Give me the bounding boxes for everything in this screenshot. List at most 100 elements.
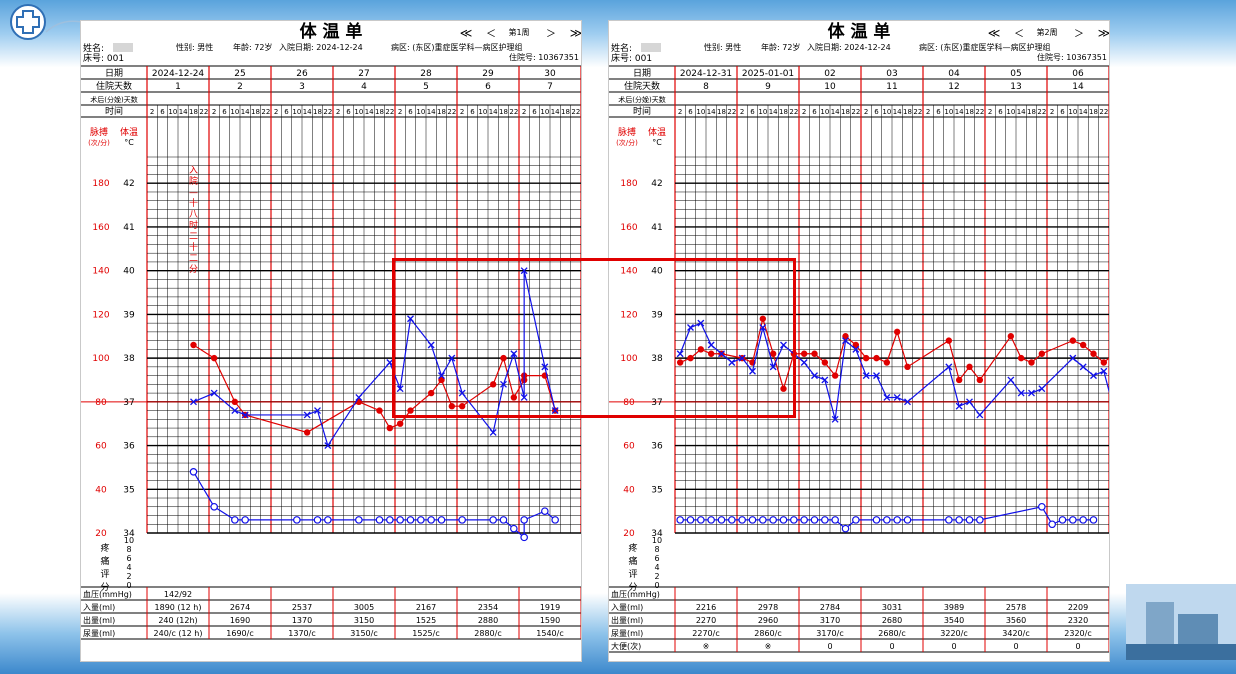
chart-sheet-week2: 体 温 单 ≪ ＜ 第2周 ＞ ≫ 姓名: 床号: 001 性别: 男性 年龄: 72岁 入院日期:…: [608, 20, 1137, 662]
summary-cell: 3420/c: [1002, 629, 1029, 638]
data-point-dot: [396, 420, 404, 427]
nav-first-button[interactable]: ≪: [988, 26, 1001, 40]
summary-cell: 2167: [416, 603, 436, 612]
nav-first-button[interactable]: ≪: [460, 26, 473, 40]
summary-cell: 3150: [354, 616, 374, 625]
data-point-circle: [790, 516, 798, 524]
date-label: 04: [948, 69, 960, 79]
time-tick-label: 6: [936, 108, 941, 116]
pulse-tick-label: 140: [92, 267, 109, 277]
temp-tick-label: 41: [123, 223, 134, 233]
nav-next-button[interactable]: ＞: [546, 29, 556, 40]
data-point-dot: [190, 341, 197, 349]
data-point-x: [541, 363, 549, 371]
row-label-time: 时间: [105, 105, 123, 117]
data-point-x: [842, 337, 849, 345]
data-point-dot: [1079, 341, 1087, 349]
data-point-x: [800, 359, 808, 366]
time-tick-label: 6: [1060, 108, 1065, 116]
data-point-x: [241, 411, 249, 419]
hospital-day-label: 12: [948, 82, 959, 92]
data-point-circle: [872, 516, 881, 524]
time-tick-label: 2: [150, 108, 154, 116]
pain-score-label-char: 痛: [628, 555, 637, 567]
data-point-dot: [1100, 359, 1108, 366]
pain-score-label-char: 评: [100, 569, 109, 580]
hospital-day-label: 3: [299, 82, 305, 92]
pulse-tick-label: 100: [92, 354, 109, 364]
pulse-tick-label: 100: [620, 354, 637, 364]
building-image: [1126, 584, 1236, 660]
temp-tick-label: 39: [123, 310, 135, 320]
summary-cell: 3560: [1006, 616, 1026, 625]
data-point-dot: [303, 429, 311, 436]
time-tick-label: 10: [1006, 108, 1015, 116]
time-tick-label: 14: [427, 108, 436, 116]
data-point-dot: [210, 354, 218, 362]
hospital-day-label: 6: [485, 82, 491, 92]
data-point-dot: [780, 385, 787, 392]
date-label: 30: [544, 69, 556, 79]
time-tick-label: 18: [499, 108, 508, 116]
data-point-circle: [738, 516, 746, 524]
inpatient-number: 住院号: 10367351: [1037, 52, 1107, 62]
nav-prev-button[interactable]: ＜: [486, 29, 496, 40]
data-point-x: [862, 372, 870, 380]
summary-cell: 3220/c: [940, 629, 967, 638]
pulse-axis-unit: (次/分): [88, 138, 110, 147]
summary-cell: 1690: [230, 616, 250, 625]
data-point-x: [697, 319, 705, 327]
data-point-dot: [1028, 359, 1035, 366]
time-tick-label: 18: [313, 108, 322, 116]
pain-tick-label: 6: [654, 554, 659, 563]
data-point-circle: [210, 502, 218, 511]
data-point-dot: [489, 381, 497, 388]
time-tick-label: 2: [274, 108, 278, 116]
row-label-date: 日期: [633, 68, 651, 79]
admission-note-char: 八: [189, 210, 198, 220]
data-point-x: [831, 415, 839, 423]
data-point-dot: [821, 359, 829, 366]
temp-tick-label: 37: [651, 398, 662, 408]
pain-tick-label: 10: [652, 536, 662, 545]
data-point-circle: [489, 516, 497, 524]
data-point-x: [458, 389, 466, 397]
summary-cell: 0: [827, 642, 832, 651]
data-point-circle: [1089, 516, 1098, 524]
data-point-x: [749, 367, 756, 375]
data-point-x: [945, 363, 953, 371]
time-tick-label: 6: [874, 108, 879, 116]
data-point-circle: [189, 467, 198, 476]
summary-cell: 2880/c: [474, 629, 501, 638]
time-tick-label: 14: [365, 108, 374, 116]
summary-cell: 2880: [478, 616, 498, 625]
time-tick-label: 6: [532, 108, 537, 116]
time-tick-label: 10: [1068, 108, 1077, 116]
chart-sheet-week1: 体 温 单 ≪ ＜ 第1周 ＞ ≫ 姓名: 床号: 001 性别: 男性 年龄: 72岁 入院日期:…: [80, 20, 609, 662]
data-point-x: [438, 372, 445, 380]
summary-row-label: 出量(ml): [83, 615, 115, 625]
time-tick-label: 18: [965, 108, 974, 116]
data-point-x: [769, 363, 777, 371]
data-point-dot: [500, 354, 507, 362]
nav-last-button[interactable]: ≫: [570, 26, 583, 40]
summary-cell: 2354: [478, 603, 498, 612]
hospital-logo: [10, 4, 95, 40]
nav-next-button[interactable]: ＞: [1074, 29, 1084, 40]
pain-tick-label: 2: [126, 572, 131, 581]
nav-last-button[interactable]: ≫: [1098, 26, 1111, 40]
date-label: 28: [420, 69, 432, 79]
temp-tick-label: 41: [651, 223, 662, 233]
data-point-dot: [955, 376, 963, 384]
temp-tick-label: 35: [651, 485, 662, 495]
hospital-day-label: 10: [824, 82, 836, 92]
time-tick-label: 6: [470, 108, 475, 116]
summary-cell: 2320/c: [1064, 629, 1091, 638]
time-tick-label: 18: [251, 108, 260, 116]
data-point-dot: [800, 350, 808, 357]
hospital-day-label: 1: [175, 82, 181, 92]
data-point-dot: [852, 341, 860, 349]
nav-prev-button[interactable]: ＜: [1014, 29, 1024, 40]
data-point-circle: [313, 516, 322, 524]
temp-tick-label: 34: [123, 529, 135, 539]
